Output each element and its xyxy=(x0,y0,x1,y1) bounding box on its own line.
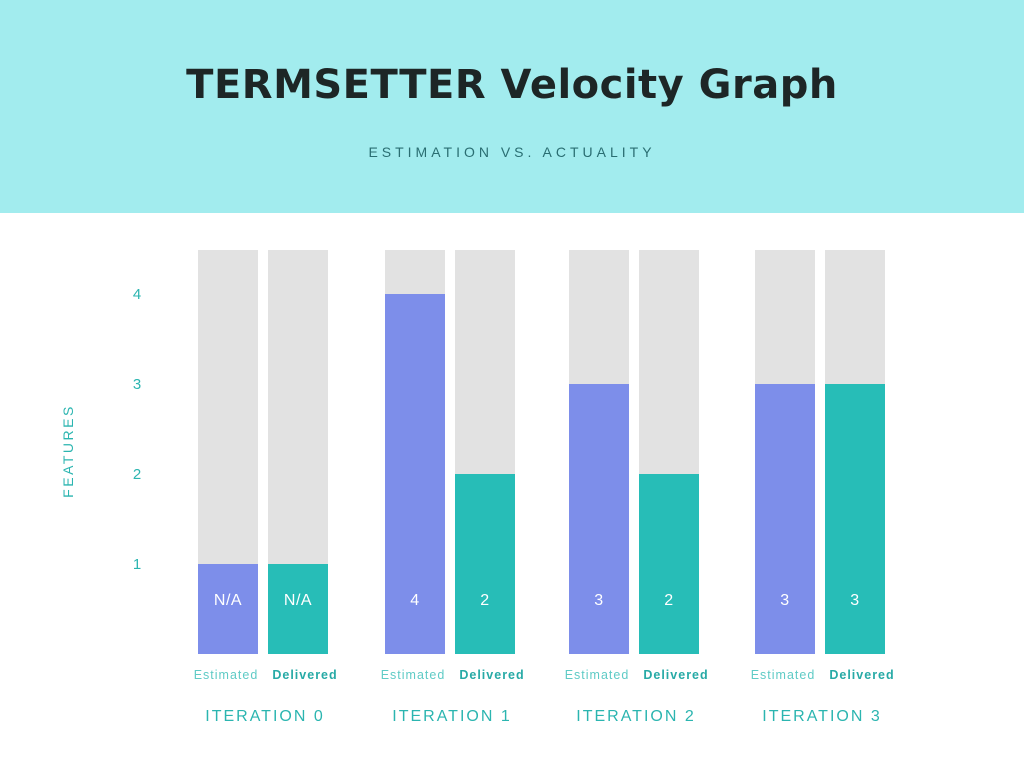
bar-value-label: 2 xyxy=(480,592,489,609)
estimated-bar xyxy=(198,564,258,654)
estimated-bar xyxy=(385,294,445,654)
category-label: ITERATION 0 xyxy=(205,708,325,725)
bar-value-label: 2 xyxy=(664,592,673,609)
chart-subtitle: ESTIMATION VS. ACTUALITY xyxy=(368,144,656,160)
y-tick-label: 3 xyxy=(133,376,141,393)
estimated-label: Estimated xyxy=(381,668,446,682)
series-labels: Estimated Delivered Estimated Delivered Esti… xyxy=(194,668,894,682)
estimated-label: Estimated xyxy=(565,668,630,682)
category-labels: ITERATION 0 ITERATION 1 ITERATION 2 ITERATI… xyxy=(205,708,882,725)
y-tick-label: 2 xyxy=(133,466,141,483)
bar-value-label: 3 xyxy=(594,592,603,609)
delivered-label: Delivered xyxy=(272,668,337,682)
bars-group: N/A N/A 4 2 3 2 3 3 xyxy=(198,250,885,654)
y-tick-label: 1 xyxy=(133,556,141,573)
bar-value-label: 3 xyxy=(780,592,789,609)
category-label: ITERATION 1 xyxy=(392,708,512,725)
estimated-bar xyxy=(755,384,815,654)
delivered-bar xyxy=(825,384,885,654)
header-banner: TERMSETTER Velocity Graph ESTIMATION VS.… xyxy=(0,0,1024,213)
delivered-bar xyxy=(268,564,328,654)
bar-value-label: 4 xyxy=(410,592,419,609)
y-axis-label: FEATURES xyxy=(60,404,76,498)
delivered-label: Delivered xyxy=(459,668,524,682)
category-label: ITERATION 3 xyxy=(762,708,882,725)
estimated-label: Estimated xyxy=(194,668,259,682)
delivered-bar xyxy=(639,474,699,654)
estimated-label: Estimated xyxy=(751,668,816,682)
chart-title: TERMSETTER Velocity Graph xyxy=(186,62,838,108)
delivered-label: Delivered xyxy=(643,668,708,682)
y-axis-ticks: 1 2 3 4 xyxy=(133,286,141,573)
estimated-bar xyxy=(569,384,629,654)
bar-value-label: N/A xyxy=(214,592,242,609)
delivered-bar xyxy=(455,474,515,654)
velocity-chart: FEATURES 1 2 3 4 N/A N/A 4 2 3 2 3 3 Estimated Deli… xyxy=(60,250,894,725)
delivered-label: Delivered xyxy=(829,668,894,682)
y-tick-label: 4 xyxy=(133,286,141,303)
bar-value-label: N/A xyxy=(284,592,312,609)
category-label: ITERATION 2 xyxy=(576,708,696,725)
bar-value-label: 3 xyxy=(850,592,859,609)
